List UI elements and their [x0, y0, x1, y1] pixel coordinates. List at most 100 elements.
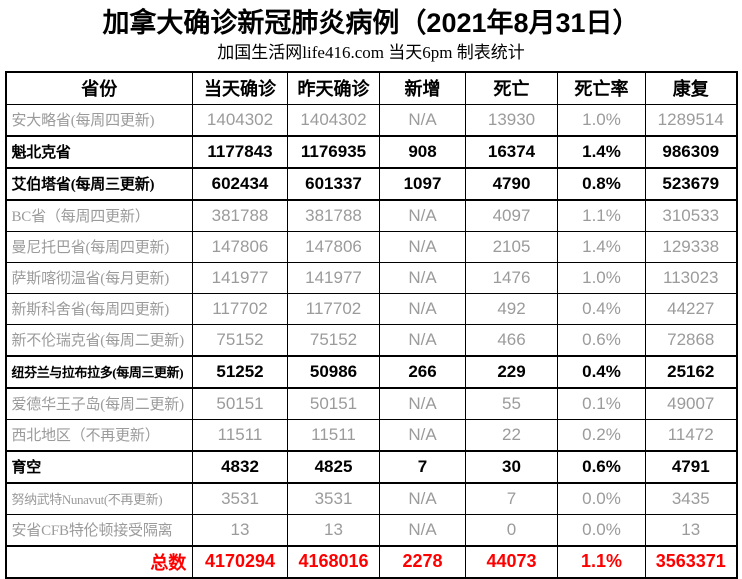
province-cell: 新不伦瑞克省(每周二更新) [5, 323, 193, 357]
table-row: 魁北克省 1177843 1176935 908 16374 1.4% 986309 [5, 134, 737, 169]
death_rate-cell: 0.2% [557, 418, 646, 452]
province-cell: 曼尼托巴省(每周四更新) [5, 230, 193, 263]
new_cases-cell: N/A [379, 418, 466, 452]
table-row: 曼尼托巴省(每周四更新) 147806 147806 N/A 2105 1.4% 12933… [5, 230, 737, 263]
yesterday-cell: 13 [287, 513, 380, 547]
death_rate-cell: 0.8% [557, 166, 646, 201]
today-cell: 147806 [192, 230, 288, 263]
table-body: 安大略省(每周四更新) 1404302 1404302 N/A 13930 1.0% 128… [5, 103, 737, 579]
new_cases-cell: N/A [379, 103, 466, 137]
yesterday-cell: 4825 [287, 449, 380, 484]
covid-stats-table: 省份 当天确诊 昨天确诊 新增 死亡 死亡率 康复 安大略省(每周四更新) 1404302 14… [4, 70, 738, 579]
province-cell: 西北地区（不再更新） [5, 418, 193, 452]
deaths-cell: 2105 [465, 230, 558, 263]
total-row: 总数 4170294 4168016 2278 44073 1.1% 3563371 [5, 544, 737, 579]
new_cases-cell: N/A [379, 261, 466, 294]
table-row: 努纳武特Nunavut(不再更新) 3531 3531 N/A 7 0.0% 3435 [5, 482, 737, 515]
today-cell: 11511 [192, 418, 288, 452]
today-cell: 602434 [192, 166, 288, 201]
province-cell: 魁北克省 [5, 134, 193, 169]
province-cell: 萨斯喀彻温省(每月更新) [5, 261, 193, 294]
recovered-cell: 44227 [645, 292, 737, 325]
province-cell: 安省CFB特伦顿接受隔离 [5, 513, 193, 547]
yesterday-cell: 117702 [287, 292, 380, 325]
deaths-cell: 7 [465, 482, 558, 515]
death_rate-cell: 0.0% [557, 513, 646, 547]
new_cases-cell: 7 [379, 449, 466, 484]
deaths-cell: 4790 [465, 166, 558, 201]
yesterday-cell: 1176935 [287, 134, 380, 169]
column-header-province: 省份 [5, 71, 193, 105]
deaths-cell: 492 [465, 292, 558, 325]
header-row: 省份 当天确诊 昨天确诊 新增 死亡 死亡率 康复 [5, 71, 737, 105]
recovered-cell: 3435 [645, 482, 737, 515]
death_rate-cell: 1.4% [557, 230, 646, 263]
recovered-cell: 986309 [645, 134, 737, 169]
deaths-cell: 44073 [465, 544, 558, 579]
today-cell: 51252 [192, 354, 288, 389]
table-row: BC省（每周四更新） 381788 381788 N/A 4097 1.1% 310533 [5, 199, 737, 232]
today-cell: 1177843 [192, 134, 288, 169]
yesterday-cell: 147806 [287, 230, 380, 263]
column-header-today: 当天确诊 [192, 71, 288, 105]
today-cell: 117702 [192, 292, 288, 325]
table-row: 安大略省(每周四更新) 1404302 1404302 N/A 13930 1.0% 128… [5, 103, 737, 137]
column-header-new_cases: 新增 [379, 71, 466, 105]
province-cell: 努纳武特Nunavut(不再更新) [5, 482, 193, 515]
death_rate-cell: 0.0% [557, 482, 646, 515]
yesterday-cell: 141977 [287, 261, 380, 294]
recovered-cell: 49007 [645, 387, 737, 420]
new_cases-cell: 908 [379, 134, 466, 169]
new_cases-cell: N/A [379, 230, 466, 263]
death_rate-cell: 1.0% [557, 261, 646, 294]
recovered-cell: 1289514 [645, 103, 737, 137]
province-cell: 安大略省(每周四更新) [5, 103, 193, 137]
death_rate-cell: 1.4% [557, 134, 646, 169]
province-cell: 纽芬兰与拉布拉多(每周三更新) [5, 354, 193, 389]
new_cases-cell: N/A [379, 387, 466, 420]
today-cell: 75152 [192, 323, 288, 357]
deaths-cell: 55 [465, 387, 558, 420]
page-subtitle: 加国生活网life416.com 当天6pm 制表统计 [217, 43, 525, 63]
today-cell: 13 [192, 513, 288, 547]
today-cell: 381788 [192, 199, 288, 232]
new_cases-cell: 1097 [379, 166, 466, 201]
new_cases-cell: N/A [379, 323, 466, 357]
yesterday-cell: 11511 [287, 418, 380, 452]
death_rate-cell: 1.1% [557, 544, 646, 579]
today-cell: 4832 [192, 449, 288, 484]
deaths-cell: 1476 [465, 261, 558, 294]
deaths-cell: 30 [465, 449, 558, 484]
yesterday-cell: 381788 [287, 199, 380, 232]
deaths-cell: 466 [465, 323, 558, 357]
yesterday-cell: 50151 [287, 387, 380, 420]
death_rate-cell: 1.0% [557, 103, 646, 137]
new_cases-cell: 2278 [379, 544, 466, 579]
table-row: 艾伯塔省(每周三更新) 602434 601337 1097 4790 0.8% 52367… [5, 166, 737, 201]
recovered-cell: 523679 [645, 166, 737, 201]
recovered-cell: 129338 [645, 230, 737, 263]
table-row: 安省CFB特伦顿接受隔离 13 13 N/A 0 0.0% 13 [5, 513, 737, 547]
deaths-cell: 13930 [465, 103, 558, 137]
new_cases-cell: 266 [379, 354, 466, 389]
page-title: 加拿大确诊新冠肺炎病例（2021年8月31日） [102, 8, 640, 38]
yesterday-cell: 75152 [287, 323, 380, 357]
table-row: 新斯科舍省(每周四更新) 117702 117702 N/A 492 0.4% 44227 [5, 292, 737, 325]
death_rate-cell: 0.4% [557, 292, 646, 325]
province-cell: 总数 [5, 544, 193, 579]
column-header-yesterday: 昨天确诊 [287, 71, 380, 105]
recovered-cell: 72868 [645, 323, 737, 357]
table-row: 育空 4832 4825 7 30 0.6% 4791 [5, 449, 737, 484]
deaths-cell: 0 [465, 513, 558, 547]
column-header-death_rate: 死亡率 [557, 71, 646, 105]
province-cell: 艾伯塔省(每周三更新) [5, 166, 193, 201]
yesterday-cell: 3531 [287, 482, 380, 515]
death_rate-cell: 0.4% [557, 354, 646, 389]
table-row: 新不伦瑞克省(每周二更新) 75152 75152 N/A 466 0.6% 72868 [5, 323, 737, 357]
recovered-cell: 25162 [645, 354, 737, 389]
column-header-deaths: 死亡 [465, 71, 558, 105]
today-cell: 1404302 [192, 103, 288, 137]
yesterday-cell: 601337 [287, 166, 380, 201]
province-cell: 新斯科舍省(每周四更新) [5, 292, 193, 325]
province-cell: 爱德华王子岛(每周二更新) [5, 387, 193, 420]
